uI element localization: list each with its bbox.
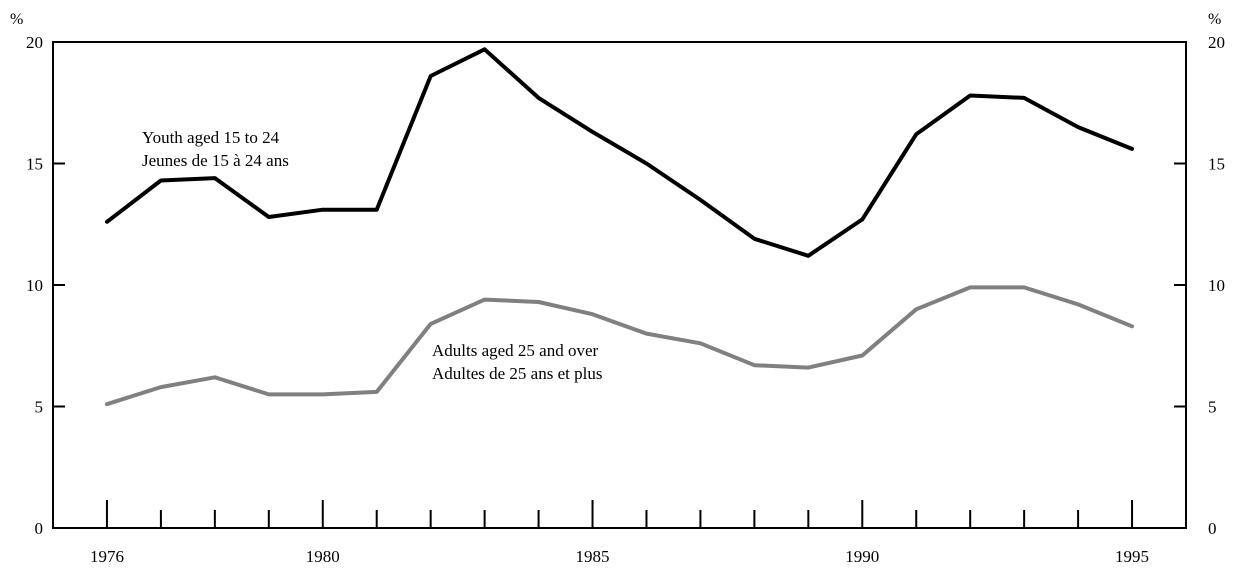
youth-annotation-line1: Youth aged 15 to 24 [142,128,280,147]
plot-frame [52,41,1187,529]
adult-series-line [105,285,1134,407]
y-tick-label-right: 10 [1208,276,1225,295]
y-tick-label-right: 0 [1208,519,1217,538]
adult-annotation-line1: Adults aged 25 and over [432,341,599,360]
series-layer [105,47,1134,407]
y-axis-unit-right: % [1208,11,1221,28]
youth-series-line [105,47,1134,258]
y-axis-unit-left: % [10,11,23,28]
x-tick-label-1990: 1990 [845,547,879,566]
y-tick-label-left: 10 [26,276,43,295]
y-tick-label-left: 15 [26,155,43,174]
x-tick-label-1985: 1985 [576,547,610,566]
youth-annotation-line2: Jeunes de 15 à 24 ans [142,151,289,170]
y-tick-label-left: 0 [35,519,44,538]
y-tick-label-left: 5 [35,398,44,417]
y-tick-label-left: 20 [26,33,43,52]
x-tick-label-1976: 1976 [90,547,124,566]
y-tick-label-right: 20 [1208,33,1225,52]
x-axis-ticks: 1976 1980 1985 1990 1995 [90,500,1149,566]
x-tick-label-1995: 1995 [1115,547,1149,566]
y-tick-label-right: 5 [1208,398,1217,417]
y-axis-ticks: 0 0 5 5 10 10 15 15 20 20 [26,33,1225,538]
x-tick-label-1980: 1980 [306,547,340,566]
adult-annotation-line2: Adultes de 25 ans et plus [432,364,602,383]
y-tick-label-right: 15 [1208,155,1225,174]
